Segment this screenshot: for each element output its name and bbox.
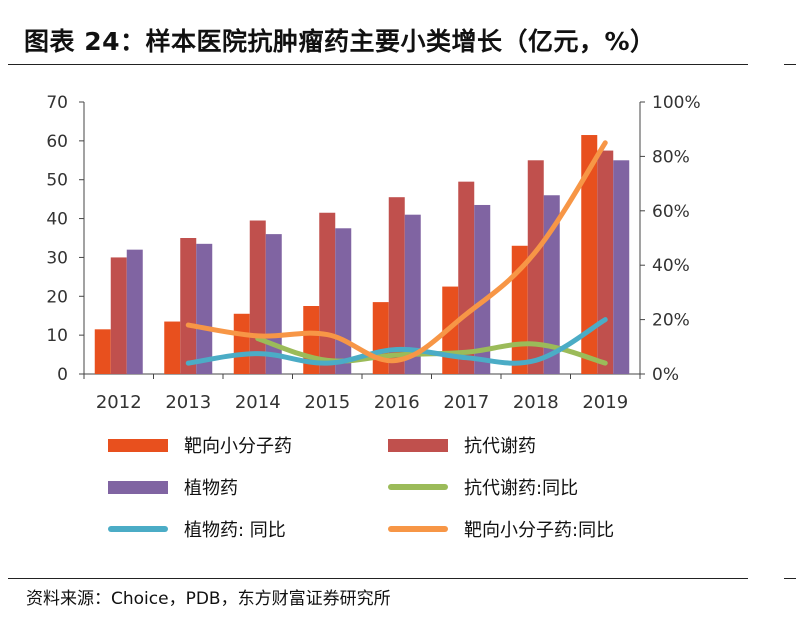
legend-label: 植物药: 同比 — [184, 520, 286, 541]
chart-canvas: 0 10 20 30 40 50 60 70 0% 20% 40% 60% 80% 100% 2012 201… — [46, 93, 701, 413]
chart-title: 图表 24：样本医院抗肿瘤药主要小类增长（亿元，%） — [24, 27, 656, 56]
y-right-tick-label: 80% — [652, 147, 690, 167]
bar — [233, 313, 250, 374]
chart-legend: 靶向小分子药 抗代谢药 植物药 抗代谢药:同比 植物药: 同比 靶向小分子药:同… — [108, 432, 708, 562]
legend-swatch — [388, 484, 448, 490]
bar — [404, 214, 421, 374]
y-right-tick-label: 60% — [652, 202, 690, 222]
bar — [164, 321, 181, 374]
y-right-tick-label: 40% — [652, 256, 690, 276]
y-left-tick-label: 10 — [46, 326, 68, 346]
bar — [474, 204, 491, 374]
x-tick-label: 2014 — [235, 392, 281, 413]
bar — [335, 228, 352, 374]
bar — [249, 220, 266, 374]
bar — [372, 302, 389, 374]
legend-item-targeted-small-molecule-yoy: 靶向小分子药:同比 — [388, 516, 614, 542]
legend-swatch — [388, 438, 448, 452]
bar — [581, 135, 598, 374]
bar — [110, 257, 127, 374]
x-tick-label: 2016 — [374, 392, 420, 413]
y-left-tick-label: 0 — [57, 365, 68, 385]
bar — [180, 238, 197, 374]
source-note: 资料来源：Choice，PDB，东方财富证券研究所 — [26, 589, 391, 609]
x-tick-label: 2013 — [165, 392, 211, 413]
legend-item-antimetabolite: 抗代谢药 — [388, 432, 536, 458]
bar — [265, 234, 282, 374]
y-right-tick-label: 100% — [652, 93, 701, 113]
x-tick-label: 2018 — [513, 392, 559, 413]
series-line — [185, 140, 608, 364]
source-rule — [8, 578, 748, 579]
x-tick-label: 2019 — [582, 392, 628, 413]
series-line — [185, 317, 608, 366]
legend-item-antimetabolite-yoy: 抗代谢药:同比 — [388, 474, 578, 500]
legend-label: 抗代谢药:同比 — [464, 478, 579, 499]
legend-swatch — [108, 480, 168, 494]
title-rule — [8, 64, 748, 65]
y-left-tick-label: 30 — [46, 248, 68, 268]
y-right-tick-label: 20% — [652, 311, 690, 331]
legend-label: 靶向小分子药 — [184, 436, 292, 457]
bar — [613, 160, 630, 374]
x-tick-label: 2012 — [96, 392, 142, 413]
y-right-tick-label: 0% — [652, 365, 679, 385]
bar — [319, 212, 336, 374]
x-tick-label: 2015 — [304, 392, 350, 413]
bar — [458, 181, 475, 374]
legend-swatch — [388, 526, 448, 532]
legend-item-botanical-yoy: 植物药: 同比 — [108, 516, 286, 542]
legend-swatch — [108, 438, 168, 452]
y-left-tick-label: 70 — [46, 93, 68, 113]
source-rule-stub — [784, 578, 796, 579]
x-tick-label: 2017 — [443, 392, 489, 413]
bar — [543, 195, 560, 374]
legend-swatch — [108, 526, 168, 532]
bar — [597, 150, 614, 374]
y-left-tick-label: 20 — [46, 287, 68, 307]
legend-item-botanical: 植物药 — [108, 474, 238, 500]
title-rule-stub — [784, 64, 796, 65]
bar — [388, 197, 405, 374]
bar — [527, 160, 544, 374]
legend-label: 靶向小分子药:同比 — [464, 520, 615, 541]
y-left-tick-label: 50 — [46, 171, 68, 191]
legend-item-targeted-small-molecule: 靶向小分子药 — [108, 432, 292, 458]
legend-label: 植物药 — [184, 478, 238, 499]
legend-label: 抗代谢药 — [464, 436, 536, 457]
bar — [94, 329, 111, 374]
bar — [126, 249, 143, 374]
y-left-tick-label: 40 — [46, 210, 68, 230]
bar — [196, 243, 213, 374]
y-left-tick-label: 60 — [46, 132, 68, 152]
